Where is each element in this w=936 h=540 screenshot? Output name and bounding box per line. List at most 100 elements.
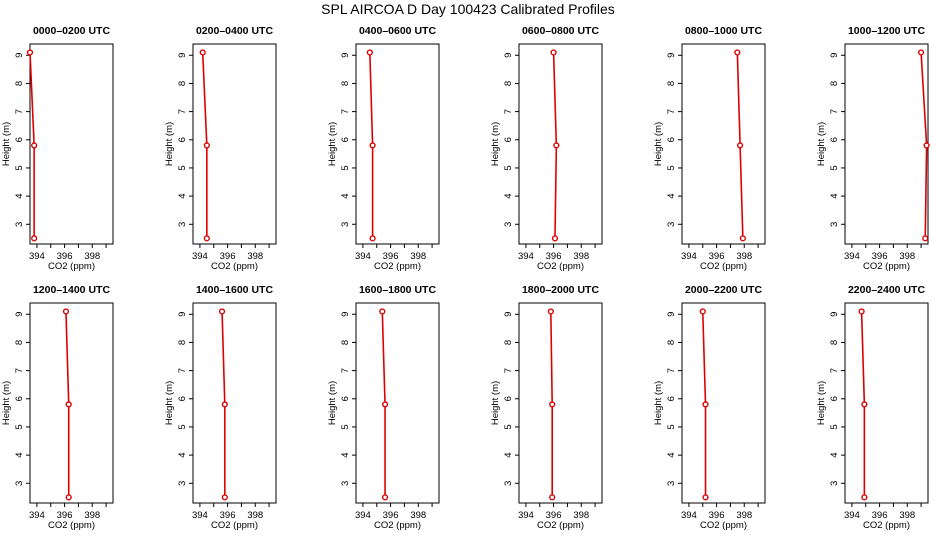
profile-point bbox=[702, 401, 709, 408]
y-tick-label: 8 bbox=[666, 81, 677, 86]
profile-line-segment bbox=[381, 311, 386, 405]
x-axis-label: CO2 (ppm) bbox=[374, 520, 421, 531]
profile-line-segment bbox=[701, 311, 707, 405]
y-tick-label: 4 bbox=[14, 452, 25, 457]
x-tick-label: 394 bbox=[518, 251, 534, 262]
panel-title: 2000–2200 UTC bbox=[685, 284, 762, 296]
y-tick-label: 3 bbox=[340, 481, 351, 486]
profile-point bbox=[65, 494, 72, 501]
y-tick-label: 6 bbox=[340, 137, 351, 142]
y-tick-label: 3 bbox=[666, 481, 677, 486]
profile-point bbox=[379, 308, 386, 315]
x-tick-label: 396 bbox=[546, 510, 562, 521]
profile-point bbox=[699, 308, 706, 315]
y-axis-label: Height (m) bbox=[1, 381, 12, 425]
profile-point bbox=[734, 49, 741, 56]
x-tick-label: 394 bbox=[29, 510, 45, 521]
profile-point bbox=[366, 49, 373, 56]
profile-point bbox=[739, 235, 746, 242]
plot-frame bbox=[192, 43, 277, 245]
x-axis-label: CO2 (ppm) bbox=[863, 520, 910, 531]
x-tick-label: 398 bbox=[84, 510, 100, 521]
y-tick-label: 3 bbox=[829, 481, 840, 486]
profile-point bbox=[553, 142, 560, 149]
y-tick-label: 6 bbox=[666, 137, 677, 142]
x-tick-label: 398 bbox=[899, 510, 915, 521]
y-tick-label: 7 bbox=[177, 368, 188, 373]
y-tick-label: 6 bbox=[829, 137, 840, 142]
profile-point bbox=[62, 308, 70, 315]
profile-point bbox=[31, 235, 38, 242]
y-axis-label: Height (m) bbox=[490, 122, 501, 166]
plot-frame bbox=[355, 43, 440, 245]
y-tick-label: 5 bbox=[666, 424, 677, 429]
y-tick-label: 8 bbox=[666, 340, 677, 345]
y-tick-label: 3 bbox=[829, 222, 840, 227]
x-tick-label: 396 bbox=[383, 251, 399, 262]
x-tick-label: 396 bbox=[546, 251, 562, 262]
y-tick-label: 9 bbox=[177, 53, 188, 58]
x-tick-label: 398 bbox=[899, 251, 915, 262]
x-axis-label: CO2 (ppm) bbox=[537, 520, 584, 531]
plot-frame bbox=[844, 43, 929, 245]
profile-point bbox=[861, 494, 868, 501]
profile-line-segment bbox=[201, 52, 208, 146]
y-tick-label: 6 bbox=[14, 137, 25, 142]
x-axis-label: CO2 (ppm) bbox=[700, 261, 747, 272]
y-tick-label: 8 bbox=[829, 340, 840, 345]
y-tick-label: 5 bbox=[829, 424, 840, 429]
y-tick-label: 4 bbox=[14, 193, 25, 198]
x-axis-label: CO2 (ppm) bbox=[537, 261, 584, 272]
y-tick-label: 7 bbox=[666, 368, 677, 373]
y-tick-label: 9 bbox=[503, 312, 514, 317]
panel-title: 1800–2000 UTC bbox=[522, 284, 599, 296]
y-tick-label: 9 bbox=[340, 53, 351, 58]
x-tick-label: 394 bbox=[844, 510, 860, 521]
profile-line-segment bbox=[369, 52, 374, 146]
y-tick-label: 5 bbox=[666, 165, 677, 170]
profile-point bbox=[550, 49, 557, 56]
profile-line-segment bbox=[554, 145, 558, 239]
y-tick-label: 8 bbox=[340, 81, 351, 86]
y-tick-label: 9 bbox=[177, 312, 188, 317]
y-tick-label: 3 bbox=[503, 222, 514, 227]
plot-frame bbox=[518, 43, 603, 245]
profile-line-segment bbox=[860, 311, 866, 405]
y-axis-label: Height (m) bbox=[327, 381, 338, 425]
x-tick-label: 398 bbox=[84, 251, 100, 262]
y-tick-label: 6 bbox=[14, 396, 25, 401]
y-tick-label: 4 bbox=[829, 452, 840, 457]
panel-title: 1200–1400 UTC bbox=[33, 284, 110, 296]
x-tick-label: 394 bbox=[192, 510, 208, 521]
y-tick-label: 9 bbox=[14, 312, 25, 317]
x-tick-label: 394 bbox=[844, 251, 860, 262]
y-tick-label: 4 bbox=[177, 193, 188, 198]
y-tick-label: 3 bbox=[340, 222, 351, 227]
y-axis-label: Height (m) bbox=[816, 122, 827, 166]
x-tick-label: 396 bbox=[709, 251, 725, 262]
profile-point bbox=[549, 494, 556, 501]
x-tick-label: 396 bbox=[57, 251, 73, 262]
panel-title: 0600–0800 UTC bbox=[522, 25, 599, 37]
x-tick-label: 394 bbox=[192, 251, 208, 262]
y-tick-label: 6 bbox=[340, 396, 351, 401]
y-tick-label: 4 bbox=[503, 452, 514, 457]
profile-line-segment bbox=[736, 52, 741, 146]
plot-frame bbox=[681, 43, 766, 245]
profile-point bbox=[221, 494, 228, 501]
y-axis-label: Height (m) bbox=[653, 381, 664, 425]
x-axis-label: CO2 (ppm) bbox=[211, 261, 258, 272]
y-tick-label: 9 bbox=[503, 53, 514, 58]
profile-line-segment bbox=[920, 52, 928, 146]
y-tick-label: 7 bbox=[829, 368, 840, 373]
x-axis-label: CO2 (ppm) bbox=[374, 261, 421, 272]
profile-point bbox=[702, 494, 709, 501]
x-tick-label: 396 bbox=[57, 510, 73, 521]
x-axis-label: CO2 (ppm) bbox=[211, 520, 258, 531]
profile-point bbox=[65, 401, 72, 408]
y-tick-label: 4 bbox=[829, 193, 840, 198]
y-tick-label: 8 bbox=[177, 340, 188, 345]
y-tick-label: 5 bbox=[14, 165, 25, 170]
panel-title: 1400–1600 UTC bbox=[196, 284, 273, 296]
